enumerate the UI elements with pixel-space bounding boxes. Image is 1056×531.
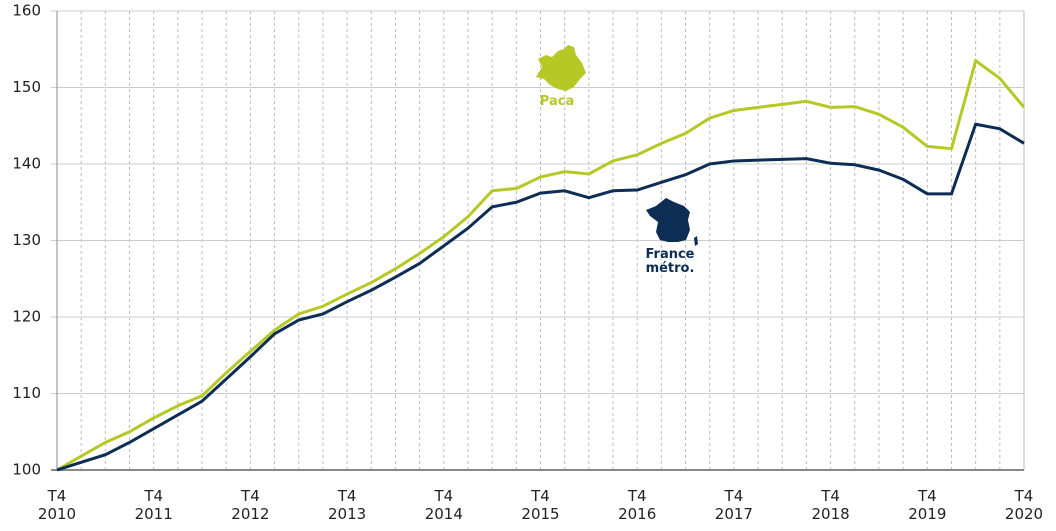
- y-tick-label: 140: [12, 155, 41, 173]
- y-tick-label: 160: [12, 2, 41, 20]
- series-line: [56, 58, 1026, 472]
- x-tick-label: T4 2020: [1004, 487, 1044, 523]
- annotation-france: France métro.: [645, 247, 695, 276]
- x-tick-label: T4 2014: [424, 487, 463, 523]
- x-tick-label: T4 2012: [231, 487, 270, 523]
- y-tick-label: 110: [12, 384, 41, 402]
- y-tick-label: 120: [12, 308, 41, 326]
- x-tick-label: T4 2015: [521, 487, 560, 523]
- x-tick-label: T4 2019: [908, 487, 947, 523]
- france-icon: [646, 198, 698, 246]
- annotation-paca: Paca: [539, 94, 575, 109]
- y-tick-label: 100: [12, 461, 41, 479]
- y-tick-label: 150: [12, 78, 41, 96]
- y-tick-label: 130: [12, 231, 41, 249]
- x-tick-label: T4 2018: [811, 487, 850, 523]
- x-tick-label: T4 2016: [618, 487, 657, 523]
- x-tick-label: T4 2010: [37, 487, 77, 523]
- paca-icon: [536, 45, 586, 91]
- grid: 100 110 120 130 140 150 160: [12, 2, 1025, 479]
- x-tick-label: T4 2013: [328, 487, 367, 523]
- series-line: [56, 122, 1025, 472]
- x-tick-label: T4 2017: [714, 487, 753, 523]
- x-tick-label: T4 2011: [134, 487, 173, 523]
